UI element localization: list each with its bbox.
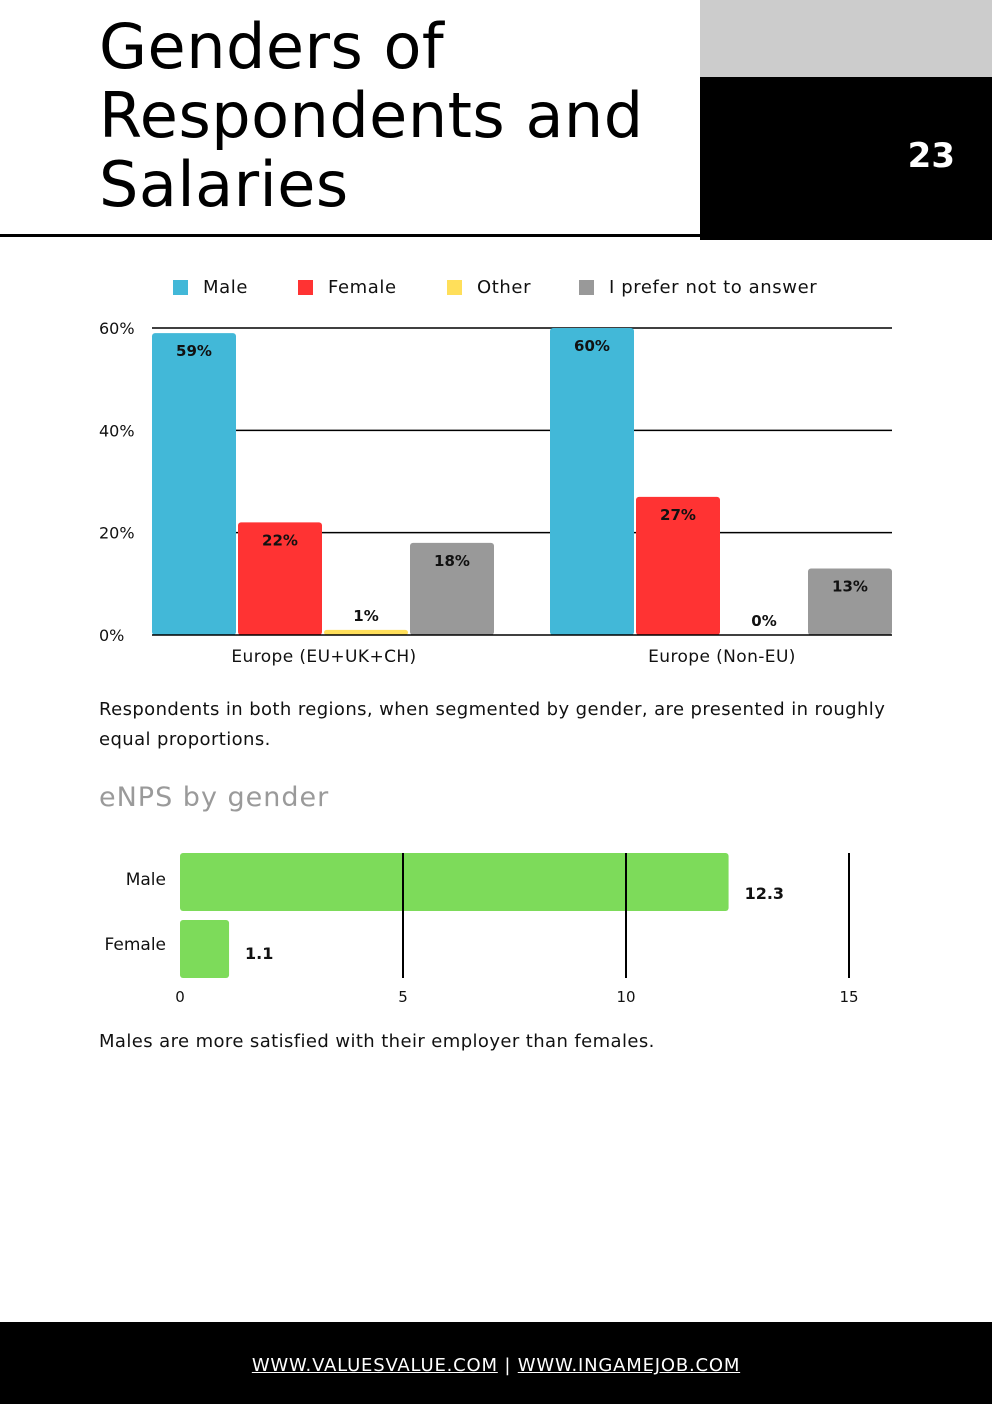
bar-male-europe-non-eu [550,328,634,635]
enps-note: Males are more satisfied with their empl… [99,1031,655,1052]
bar-female-europe-non-eu [636,496,720,635]
data-label: 27% [660,506,696,524]
page-number: 23 [907,136,955,176]
legend-label-i-prefer-not-to-answer: I prefer not to answer [609,277,817,298]
x-category-label: Europe (Non-EU) [648,647,796,667]
regions-note: Respondents in both regions, when segmen… [99,699,886,750]
bar-i-prefer-not-to-answer-europe-eu-uk-ch [410,542,494,635]
legend-label-female: Female [328,277,397,298]
legend-swatch-other [447,280,462,295]
enps-x-tick-label: 15 [839,988,858,1006]
enps-bar-male [180,853,729,911]
enps-x-tick-label: 5 [398,988,408,1006]
legend-swatch-female [298,280,313,295]
header-black-block [700,77,992,240]
x-category-label: Europe (EU+UK+CH) [231,647,416,667]
y-tick-label: 20% [99,524,135,543]
enps-x-tick-label: 10 [616,988,635,1006]
footer-link-valuesvalue[interactable]: WWW.VALUESVALUE.COM [251,1355,498,1376]
gender-by-region-chart: Male Female Other I prefer not to answer 0% 2… [99,277,892,667]
footer-separator: | [504,1355,512,1376]
enps-category-label: Female [105,935,166,955]
bar-other-europe-eu-uk-ch [324,629,408,635]
y-tick-label: 60% [99,319,135,338]
data-label: 1% [353,607,378,625]
enps-value-label: 1.1 [245,944,273,963]
footer: WWW.VALUESVALUE.COM | WWW.INGAMEJOB.COM [0,1322,992,1404]
data-label: 18% [434,552,470,570]
enps-bar-female [180,920,230,978]
title-divider [0,234,700,237]
data-label: 13% [832,577,868,595]
legend-swatch-i-prefer-not-to-answer [579,280,594,295]
page-title-line-3: Salaries [99,148,349,221]
bar-female-europe-eu-uk-ch [238,522,322,635]
enps-x-tick-label: 0 [175,988,185,1006]
data-label: 22% [262,531,298,549]
y-tick-label: 0% [99,626,124,645]
page-title: Genders of Respondents and Salaries [99,12,689,219]
footer-links: WWW.VALUESVALUE.COM | WWW.INGAMEJOB.COM [0,1355,992,1376]
legend-swatch-male [173,280,188,295]
header-grey-block [700,0,992,77]
page-title-line-2: Respondents and [99,79,644,152]
y-tick-label: 40% [99,421,135,440]
data-label: 60% [574,337,610,355]
footer-link-ingamejob[interactable]: WWW.INGAMEJOB.COM [517,1355,741,1376]
enps-value-label: 12.3 [745,884,784,903]
enps-category-label: Male [126,870,166,890]
bar-i-prefer-not-to-answer-europe-non-eu [808,568,892,635]
legend-label-male: Male [203,277,248,298]
enps-chart-title: eNPS by gender [99,782,330,813]
enps-by-gender-chart: 12.3 Male 1.1 Female 0 5 10 15 [105,853,859,1006]
data-label: 59% [176,342,212,360]
data-label: 0% [751,612,776,630]
bar-male-europe-eu-uk-ch [152,333,236,635]
legend-label-other: Other [477,277,531,298]
page-title-line-1: Genders of [99,10,445,83]
